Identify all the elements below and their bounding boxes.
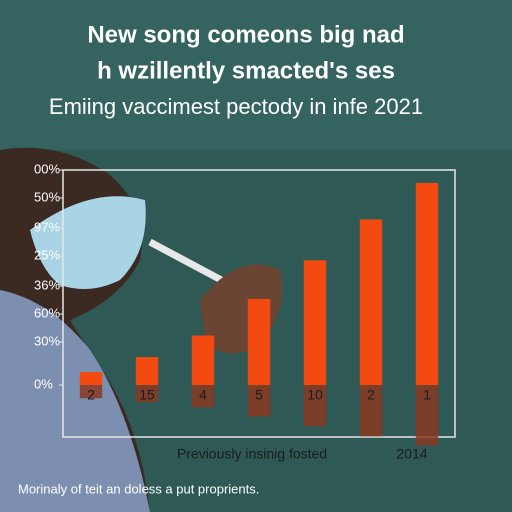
- bar: [359, 219, 383, 385]
- bar-shadow: [135, 385, 159, 402]
- bar-shadow: [415, 385, 439, 446]
- y-tick-label: 36%: [34, 278, 60, 293]
- chart-title: New song comeons big nad: [87, 21, 404, 48]
- y-tick-label: 97%: [34, 219, 60, 234]
- y-tick-label: 30%: [34, 333, 60, 348]
- y-tick-label: 60%: [34, 305, 60, 320]
- bar: [79, 372, 103, 385]
- photo: [0, 147, 282, 512]
- x-tick-label: 1: [423, 387, 431, 403]
- bar: [135, 357, 159, 385]
- bar-shadow: [359, 385, 383, 437]
- bar-shadow: [191, 385, 215, 408]
- x-tick-label: 2: [367, 387, 375, 403]
- x-axis-label: Previously insinig fosted: [177, 446, 327, 462]
- y-tick-label: 25%: [34, 247, 60, 262]
- header-glow: [0, 0, 512, 150]
- y-tick-label: 0%: [34, 376, 53, 391]
- footer: Morinaly of teit an doless a put proprie…: [18, 481, 259, 496]
- shirt: [0, 290, 150, 512]
- bar: [303, 260, 327, 385]
- bar-shadow: [79, 385, 103, 399]
- bar-shadow: [303, 385, 327, 427]
- x-tick-label: 15: [139, 387, 155, 403]
- y-tick-label: 50%: [34, 189, 60, 204]
- bar: [247, 299, 271, 385]
- plot-frame: [62, 169, 456, 438]
- x-tick-label: 2: [87, 387, 95, 403]
- mask: [30, 196, 146, 289]
- x-tick-label: 5: [255, 387, 263, 403]
- bar: [415, 182, 439, 385]
- chart-subtitle: Emiing vaccimest pectody in infe 2021: [49, 94, 423, 119]
- bar-shadow: [247, 385, 271, 417]
- chart-title: h wzillently smacted's ses: [97, 57, 395, 84]
- bar: [191, 335, 215, 385]
- y-tick-label: 00%: [34, 161, 60, 176]
- x-tick-label: 4: [199, 387, 207, 403]
- annotation: 2014: [396, 446, 427, 462]
- x-tick-label: 10: [307, 387, 323, 403]
